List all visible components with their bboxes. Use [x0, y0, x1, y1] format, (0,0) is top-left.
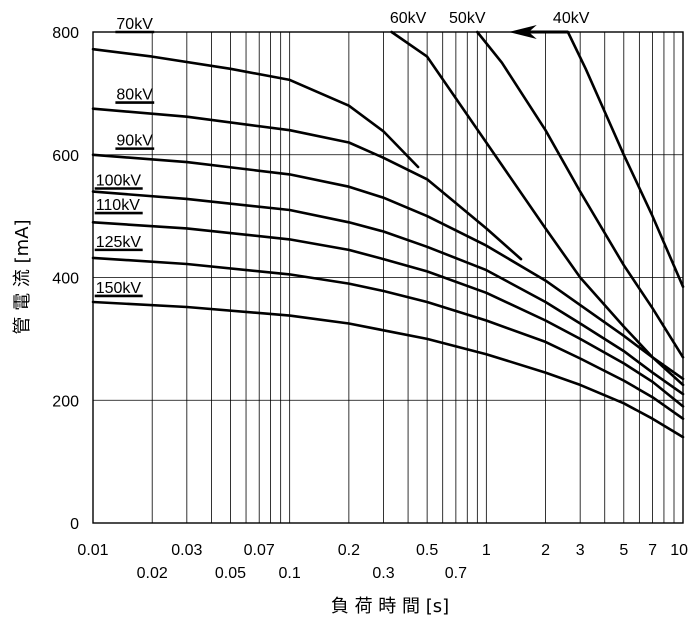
y-tick-labels: 0 200 400 600 800: [52, 25, 79, 533]
series-group: [91, 30, 685, 439]
series-line-125kV: [91, 256, 685, 421]
series-line-60kV: [390, 30, 685, 387]
x-tick-labels: 0.01 0.020.03 0.05 0.070.1 0.2 0.3 0.5 0.7 1 2 3 5 7…: [77, 542, 688, 582]
curve-label-150kV: 150kV: [96, 280, 142, 297]
series-line-70kV: [91, 47, 420, 169]
curve-label-125kV: 125kV: [96, 234, 142, 251]
x-tick-label: 0.03: [171, 542, 202, 559]
y-axis-title: 管 電 流 [mA]: [12, 219, 33, 334]
curve-label-90kV: 90kV: [116, 133, 153, 150]
x-axis-title: 負 荷 時 間 [s]: [331, 596, 449, 617]
x-tick-label: 5: [619, 542, 628, 559]
series-line-110kV: [91, 221, 685, 408]
plot-frame: [92, 31, 684, 524]
curve-label-70kV: 70kV: [116, 16, 153, 33]
y-tick-label: 0: [70, 516, 79, 533]
series-line-100kV: [91, 190, 685, 396]
x-tick-label: 0.07: [244, 542, 275, 559]
curve-label-80kV: 80kV: [116, 87, 153, 104]
y-tick-label: 600: [52, 148, 79, 165]
x-tick-label: 0.2: [338, 542, 360, 559]
plot-border: [92, 31, 684, 524]
x-tick-label: 1: [482, 542, 491, 559]
series-line-40kV: [566, 30, 685, 289]
curve-label-100kV: 100kV: [96, 173, 142, 190]
x-tick-label: 3: [576, 542, 585, 559]
x-tick-label: 2: [541, 542, 550, 559]
y-tick-label: 200: [52, 393, 79, 410]
grid: [93, 32, 683, 523]
x-tick-label: 0.3: [372, 565, 394, 582]
x-tick-label: 0.02: [137, 565, 168, 582]
series-line-80kV: [91, 107, 523, 261]
x-tick-label: 0.1: [279, 565, 301, 582]
y-tick-label: 400: [52, 271, 79, 288]
curve-label-60kV: 60kV: [390, 10, 427, 27]
series-line-50kV: [475, 30, 685, 359]
x-tick-label: 0.5: [416, 542, 438, 559]
x-tick-label: 7: [648, 542, 657, 559]
curve-label-110kV: 110kV: [96, 197, 141, 214]
series-line-90kV: [91, 153, 685, 381]
y-tick-label: 800: [52, 25, 79, 42]
x-tick-label: 0.7: [445, 565, 467, 582]
curve-labels: 70kV 80kV 90kV 100kV 110kV 125kV 150kV 60kV 50kV…: [94, 10, 590, 298]
curve-label-40kV: 40kV: [553, 10, 590, 27]
series-line-150kV: [91, 300, 685, 439]
x-tick-label: 10: [670, 542, 688, 559]
curve-label-50kV: 50kV: [449, 10, 486, 27]
x-tick-label: 0.05: [215, 565, 246, 582]
x-tick-label: 0.01: [77, 542, 108, 559]
